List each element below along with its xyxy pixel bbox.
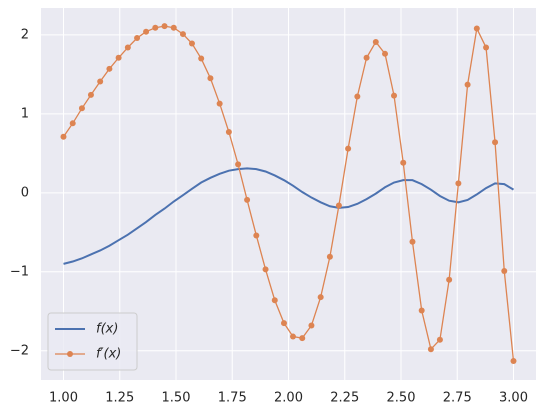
x-tick-label: 1.00	[49, 391, 78, 406]
data-point	[455, 180, 462, 187]
data-point	[464, 81, 471, 88]
data-point	[510, 358, 517, 365]
data-point	[483, 44, 490, 51]
data-point	[225, 129, 232, 135]
x-tick-label: 1.25	[105, 391, 134, 406]
data-point	[290, 333, 296, 340]
data-point	[188, 40, 195, 47]
y-tick-label: −1	[10, 264, 29, 279]
series-line	[63, 167, 515, 265]
data-point	[244, 196, 251, 203]
data-point	[179, 31, 186, 38]
data-point	[115, 54, 122, 61]
data-point	[106, 65, 113, 72]
x-tick-label: 2.25	[330, 391, 359, 406]
data-point	[216, 100, 223, 107]
data-point	[161, 23, 168, 30]
data-point	[97, 78, 104, 85]
data-point	[198, 55, 205, 62]
x-tick-label: 1.75	[218, 391, 247, 406]
data-point	[78, 105, 85, 112]
data-point	[372, 38, 379, 45]
y-tick-label: 1	[21, 106, 29, 121]
data-point	[501, 268, 508, 275]
data-point	[354, 93, 361, 100]
data-point	[446, 276, 453, 283]
data-point	[87, 91, 94, 98]
data-point	[317, 294, 324, 301]
data-point	[134, 35, 141, 42]
data-point	[418, 307, 425, 314]
x-tick-label: 2.50	[387, 391, 416, 406]
data-point	[60, 133, 67, 140]
data-point	[207, 75, 214, 82]
data-point	[326, 253, 333, 260]
data-point	[409, 238, 416, 245]
legend-label: f′(x)	[96, 347, 121, 362]
x-tick-label: 1.50	[162, 391, 191, 406]
data-point	[152, 24, 159, 31]
data-point	[400, 159, 407, 166]
data-point	[473, 25, 480, 32]
data-point	[427, 346, 434, 353]
y-tick-label: 0	[21, 185, 29, 200]
legend-label: f(x)	[96, 322, 118, 337]
x-tick-label: 2.00	[274, 391, 303, 406]
x-tick-label: 2.75	[443, 391, 472, 406]
data-point	[391, 92, 398, 99]
legend-marker	[67, 351, 73, 357]
data-point	[308, 322, 315, 329]
data-point	[271, 297, 278, 304]
data-point	[363, 54, 370, 61]
data-point	[382, 50, 389, 57]
data-point	[492, 139, 499, 146]
y-tick-label: 2	[21, 27, 29, 42]
data-point	[253, 232, 260, 239]
data-point	[143, 28, 150, 35]
data-point	[235, 161, 242, 168]
legend-box	[47, 312, 138, 371]
data-point	[170, 24, 177, 31]
data-point	[436, 336, 443, 343]
x-tick-label: 3.00	[499, 391, 528, 406]
data-point	[69, 120, 76, 127]
data-point	[262, 266, 269, 273]
data-point	[335, 202, 342, 209]
y-tick-label: −2	[10, 343, 29, 358]
data-point	[124, 44, 131, 51]
data-point	[281, 320, 287, 327]
data-point	[345, 145, 352, 152]
data-point	[299, 335, 306, 342]
